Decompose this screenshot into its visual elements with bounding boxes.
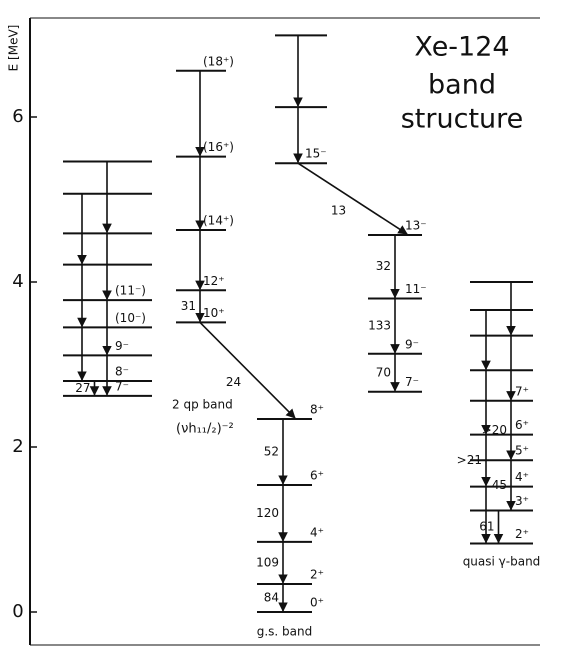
spin-label: 2⁺ (515, 527, 529, 541)
spin-label: 5⁺ (515, 444, 529, 458)
tick-label: 4 (12, 271, 23, 292)
band-name: quasi γ-band (463, 555, 541, 569)
spin-label: 2⁺ (310, 567, 324, 581)
title-line: structure (401, 104, 524, 135)
transition-label: 61 (479, 520, 494, 534)
spin-label: 15⁻ (305, 147, 327, 161)
spin-label: 9⁻ (115, 339, 129, 353)
spin-label: 4⁺ (515, 470, 529, 484)
transition-label: >20 (482, 423, 507, 437)
spin-label: 4⁺ (310, 525, 324, 539)
tick-label: 2 (12, 436, 23, 457)
transition-label: 133 (368, 319, 391, 333)
spin-label: 6⁺ (310, 468, 324, 482)
transition-label: 70 (376, 365, 391, 379)
band-name: 2 qp band (172, 398, 233, 412)
transition-label: 84 (264, 590, 279, 604)
transition-label: 24 (226, 375, 241, 389)
spin-label: (14⁺) (203, 214, 234, 228)
spin-label: 11⁻ (405, 282, 427, 296)
spin-label: (18⁺) (203, 54, 234, 68)
transition-label: 31 (181, 299, 196, 313)
link-transition (199, 321, 296, 419)
transition-label: 45 (492, 478, 507, 492)
spin-label: 13⁻ (405, 218, 427, 232)
transition-label: 32 (376, 259, 391, 273)
spin-label: 7⁺ (515, 384, 529, 398)
transition-label: >21 (457, 453, 482, 467)
title-line: Xe-124 (414, 32, 509, 63)
spin-label: 3⁺ (515, 494, 529, 508)
tick-label: 6 (12, 106, 23, 127)
spin-label: 7⁻ (115, 379, 129, 393)
spin-label: 8⁺ (310, 402, 324, 416)
transition-label: 52 (264, 444, 279, 458)
transition-label: 27 (75, 381, 90, 395)
transition-label: 109 (256, 555, 279, 569)
link-transition (297, 162, 408, 235)
spin-label: (11⁻) (115, 284, 146, 298)
spin-label: 8⁻ (115, 365, 129, 379)
tick-label: 0 (12, 601, 23, 622)
spin-label: 10⁺ (203, 306, 225, 320)
transition-label: 13 (331, 204, 346, 218)
title-line: band (428, 70, 496, 101)
transition-label: 120 (256, 506, 279, 520)
spin-label: 6⁺ (515, 418, 529, 432)
axis-label: E [MeV] (7, 25, 21, 72)
spin-label: 9⁻ (405, 337, 419, 351)
spin-label: 7⁻ (405, 375, 419, 389)
band-name: g.s. band (257, 625, 313, 639)
spin-label: 12⁺ (203, 274, 225, 288)
spin-label: (10⁻) (115, 311, 146, 325)
spin-label: (16⁺) (203, 140, 234, 154)
spin-label: 0⁺ (310, 596, 324, 610)
band-config: (νh₁₁/₂)⁻² (176, 422, 234, 437)
